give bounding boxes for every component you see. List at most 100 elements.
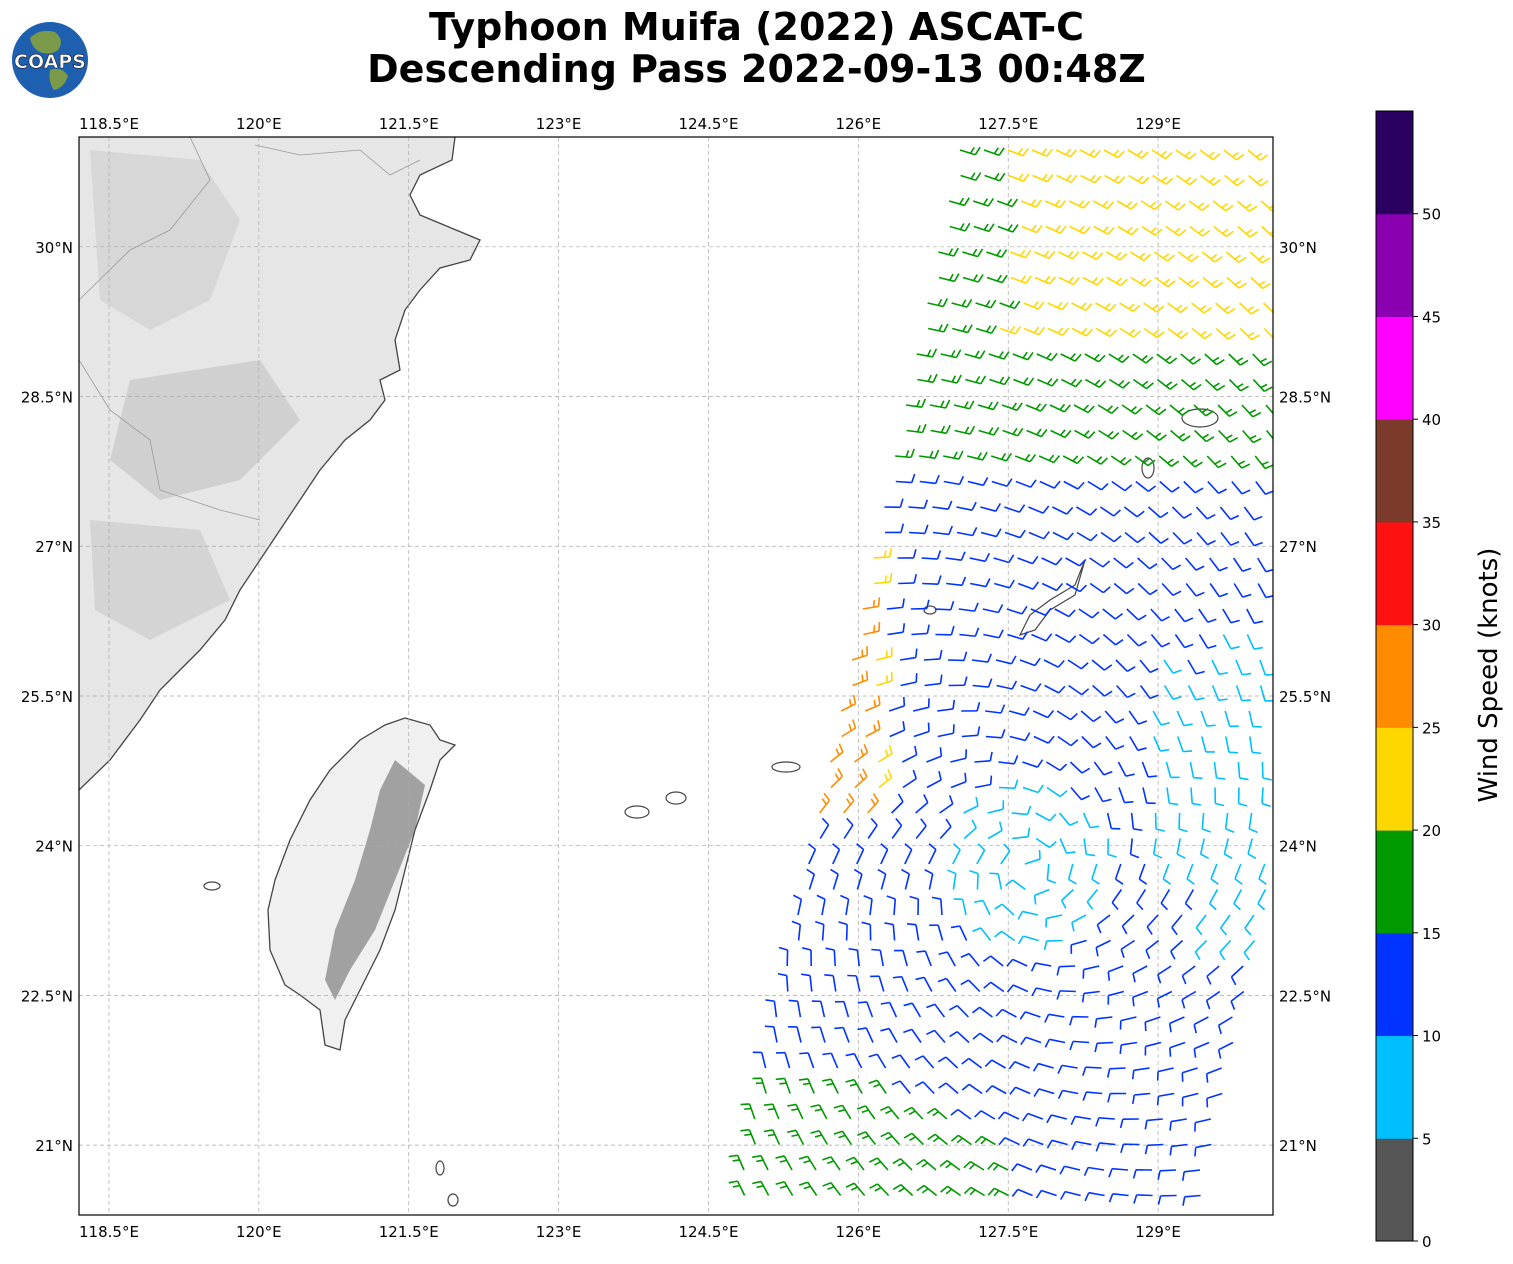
wind-barb	[863, 894, 873, 916]
colorbar-tick-label: 15	[1422, 925, 1441, 943]
wind-barb	[822, 1078, 839, 1094]
wind-barb	[1128, 174, 1150, 185]
wind-barb	[1056, 990, 1076, 1000]
wind-barb	[919, 474, 940, 485]
wind-barb	[927, 1133, 948, 1146]
wind-barb	[972, 197, 994, 207]
wind-barb	[1158, 455, 1180, 467]
wind-barb	[1183, 480, 1204, 494]
wind-barb	[1260, 200, 1273, 213]
wind-barb	[822, 1052, 839, 1069]
wind-barb	[1035, 837, 1057, 849]
wind-barb	[1174, 634, 1194, 649]
wind-barb	[922, 575, 942, 585]
wind-barb	[1246, 634, 1264, 650]
wind-barb	[932, 525, 953, 536]
wind-barb	[953, 898, 967, 916]
wind-barb	[937, 1056, 959, 1069]
wind-barb	[1086, 455, 1108, 465]
wind-barb	[1009, 732, 1031, 742]
wind-barb	[1004, 529, 1026, 539]
wind-barb	[1137, 557, 1158, 570]
wind-barb	[1241, 429, 1262, 444]
wind-barb	[1204, 378, 1226, 392]
wind-barb	[1132, 378, 1154, 390]
wind-barb	[1094, 1041, 1114, 1053]
wind-barb	[1146, 914, 1159, 935]
wind-barb	[1017, 935, 1039, 945]
wind-barb	[927, 298, 949, 308]
wind-barb	[1188, 200, 1210, 212]
wind-barb	[1152, 838, 1163, 859]
lat-label-left: 27°N	[35, 538, 73, 556]
wind-barb	[801, 973, 813, 992]
wind-barb	[1119, 327, 1141, 338]
wind-barb	[1056, 710, 1078, 721]
wind-barb	[1045, 914, 1063, 928]
wind-barb	[924, 674, 943, 687]
wind-barb	[802, 947, 812, 967]
wind-barb	[1134, 455, 1156, 467]
wind-barb	[926, 1029, 946, 1044]
wind-barb	[940, 349, 962, 359]
wind-barb	[1241, 404, 1262, 418]
wind-barb	[798, 1155, 817, 1171]
lon-label-bottom: 129°E	[1135, 1223, 1181, 1241]
wind-barb	[1057, 1064, 1078, 1074]
colorbar-tick-label: 5	[1422, 1130, 1432, 1148]
wind-barb	[1138, 863, 1148, 885]
wind-barb	[974, 1110, 996, 1120]
wind-barb	[1008, 707, 1030, 717]
wind-barb	[1082, 965, 1100, 979]
wind-barb	[1023, 301, 1045, 310]
wind-barb	[1200, 174, 1221, 186]
wind-barb	[1014, 453, 1037, 463]
wind-barb	[1057, 1089, 1079, 1099]
wind-barb	[1111, 889, 1123, 911]
wind-barb	[1246, 608, 1264, 624]
wind-barb	[728, 1154, 745, 1171]
wind-barb	[1126, 608, 1147, 621]
wind-barb	[1100, 531, 1122, 543]
wind-barb	[1132, 1168, 1153, 1179]
wind-barb	[834, 1000, 850, 1018]
wind-barb	[1152, 710, 1170, 726]
wind-barb	[984, 172, 1006, 182]
wind-barb	[1099, 506, 1121, 517]
wind-barb	[1097, 404, 1119, 414]
wind-barb	[1220, 532, 1240, 546]
wind-barb	[940, 1185, 962, 1197]
wind-barb	[1230, 965, 1244, 986]
wind-barb	[929, 399, 951, 409]
wind-barb	[972, 678, 993, 688]
wind-barb	[1172, 531, 1193, 545]
wind-barb	[1059, 1165, 1081, 1175]
wind-barb	[1010, 275, 1032, 285]
wind-barb	[1206, 1092, 1223, 1108]
wind-barb	[763, 1129, 781, 1145]
lat-label-left: 22.5°N	[21, 987, 73, 1005]
wind-barb	[926, 1003, 946, 1018]
lat-label-right: 27°N	[1279, 538, 1317, 556]
wind-barb	[931, 896, 943, 916]
wind-barbs	[728, 146, 1273, 1206]
wind-barb	[937, 977, 957, 992]
wind-barb	[915, 1158, 937, 1171]
wind-barb	[1055, 148, 1077, 158]
wind-barb	[1093, 225, 1115, 235]
wind-barb	[886, 598, 905, 610]
wind-barb	[810, 1129, 829, 1145]
wind-barb	[819, 817, 830, 839]
wind-barb	[991, 478, 1013, 488]
wind-barb	[1261, 761, 1272, 781]
wind-barb	[765, 999, 778, 1018]
wind-barb	[1132, 965, 1148, 983]
wind-barb	[830, 868, 839, 890]
wind-barb	[1152, 174, 1174, 185]
wind-barb	[856, 1105, 876, 1120]
wind-barb	[1030, 607, 1052, 617]
wind-barb	[947, 651, 968, 662]
wind-barb	[1230, 990, 1245, 1010]
wind-barb	[825, 947, 836, 967]
wind-barb	[962, 248, 984, 258]
